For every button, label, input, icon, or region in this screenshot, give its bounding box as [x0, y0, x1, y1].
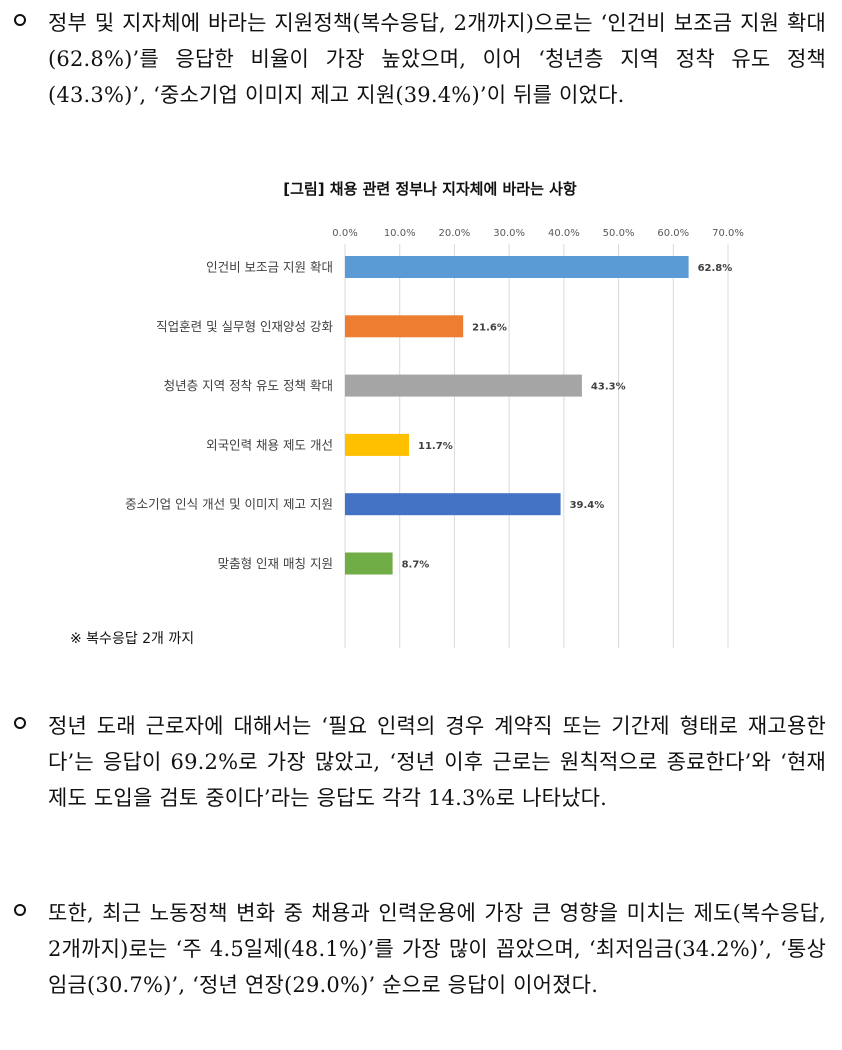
- x-tick-label: 40.0%: [548, 228, 580, 239]
- x-tick-label: 70.0%: [712, 228, 744, 239]
- data-label: 21.6%: [472, 322, 507, 333]
- figure-title: [그림] 채용 관련 정부나 지자체에 바라는 사항: [283, 180, 577, 198]
- x-tick-label: 30.0%: [493, 228, 525, 239]
- bar: [345, 552, 393, 575]
- data-label: 8.7%: [402, 560, 430, 571]
- paragraph-text: 또한, 최근 노동정책 변화 중 채용과 인력운용에 가장 큰 영향을 미치는 …: [48, 901, 826, 997]
- paragraph-text: 정년 도래 근로자에 대해서는 ‘필요 인력의 경우 계약직 또는 기간제 형태…: [48, 714, 826, 810]
- category-label: 인건비 보조금 지원 확대: [206, 260, 333, 275]
- gridlines: [344, 244, 729, 648]
- data-labels: 62.8% 21.6% 43.3% 11.7% 39.4% 8.7%: [402, 263, 733, 571]
- paragraph-policy-wishes: 정부 및 지자체에 바라는 지원정책(복수응답, 2개까지)으로는 ‘인건비 보…: [14, 5, 826, 113]
- bars: [345, 256, 689, 575]
- category-label: 외국인력 채용 제도 개선: [206, 437, 333, 452]
- category-label: 맞춤형 인재 매칭 지원: [218, 556, 333, 571]
- bar: [345, 374, 582, 397]
- x-tick-label: 60.0%: [657, 228, 689, 239]
- circle-bullet-icon: [14, 904, 26, 916]
- x-tick-label: 10.0%: [384, 228, 416, 239]
- paragraph-text: 정부 및 지자체에 바라는 지원정책(복수응답, 2개까지)으로는 ‘인건비 보…: [48, 11, 826, 107]
- paragraph-labor-policy: 또한, 최근 노동정책 변화 중 채용과 인력운용에 가장 큰 영향을 미치는 …: [14, 895, 826, 1003]
- bar: [345, 256, 689, 278]
- data-label: 43.3%: [591, 382, 626, 393]
- data-label: 11.7%: [418, 441, 453, 452]
- x-tick-label: 20.0%: [439, 228, 471, 239]
- category-label: 중소기업 인식 개선 및 이미지 제고 지원: [125, 497, 333, 512]
- data-label: 39.4%: [570, 500, 605, 511]
- bar: [345, 493, 561, 516]
- bar: [345, 433, 410, 456]
- x-tick-label: 50.0%: [603, 228, 635, 239]
- circle-bullet-icon: [14, 14, 26, 26]
- bar: [345, 315, 464, 338]
- paragraph-retirement: 정년 도래 근로자에 대해서는 ‘필요 인력의 경우 계약직 또는 기간제 형태…: [14, 708, 826, 816]
- figure-note: ※ 복수응답 2개 까지: [70, 631, 195, 647]
- x-tick-label: 0.0%: [332, 228, 357, 239]
- circle-bullet-icon: [14, 717, 26, 729]
- category-label: 청년층 지역 정착 유도 정책 확대: [164, 378, 333, 393]
- bar-chart: 0.0% 10.0% 20.0% 30.0% 40.0% 50.0% 60.0% 70.0% …: [125, 228, 744, 648]
- figure: [그림] 채용 관련 정부나 지자체에 바라는 사항 0.0% 10.0% 20.0…: [50, 168, 810, 658]
- category-label: 직업훈련 및 실무형 인재양성 강화: [156, 319, 333, 334]
- x-tick-labels: 0.0% 10.0% 20.0% 30.0% 40.0% 50.0% 60.0% 70.0%: [332, 228, 744, 239]
- data-label: 62.8%: [698, 263, 733, 274]
